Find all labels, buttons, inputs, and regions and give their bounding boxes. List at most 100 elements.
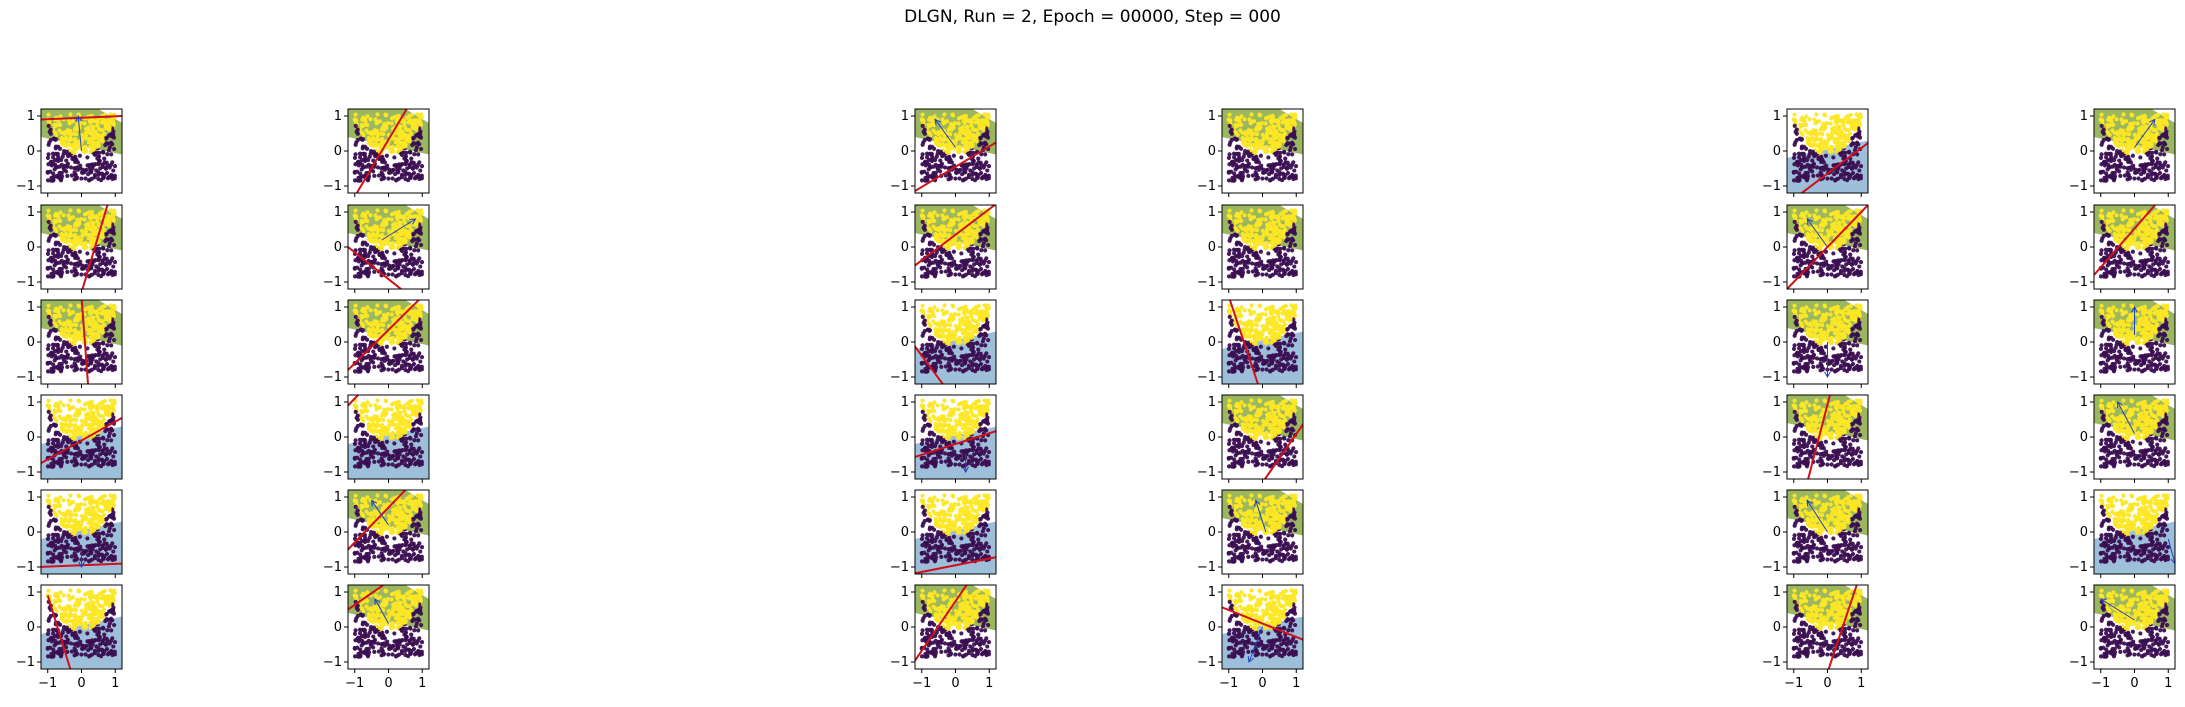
- point-class0: [92, 458, 98, 463]
- point-class0: [376, 459, 381, 464]
- point-class1: [60, 518, 65, 523]
- point-class1: [95, 409, 100, 414]
- point-class1: [58, 503, 63, 509]
- point-class0: [108, 140, 114, 145]
- point-class1: [379, 508, 384, 513]
- point-class0: [369, 358, 374, 363]
- point-class1: [393, 426, 398, 431]
- point-class0: [111, 454, 116, 459]
- point-class1: [70, 238, 75, 244]
- point-class0: [75, 351, 80, 356]
- boundary-line: [46, 595, 72, 669]
- point-class1: [396, 500, 401, 505]
- point-class1: [70, 142, 75, 148]
- point-class0: [358, 365, 363, 370]
- y-tick-label: −1: [323, 275, 342, 290]
- point-class0: [363, 525, 368, 530]
- point-class0: [45, 441, 51, 447]
- point-class0: [94, 168, 99, 173]
- point-class0: [395, 455, 400, 460]
- point-class1: [361, 308, 366, 313]
- point-class0: [90, 262, 95, 267]
- point-class1: [111, 500, 116, 505]
- point-class0: [372, 173, 377, 178]
- point-class0: [409, 537, 414, 542]
- point-class1: [361, 213, 366, 218]
- point-class0: [112, 176, 118, 181]
- point-class1: [377, 435, 382, 441]
- point-class1: [389, 121, 394, 126]
- y-tick-label: 1: [334, 109, 342, 124]
- point-class1: [386, 228, 391, 234]
- point-class1: [89, 500, 94, 505]
- point-class1: [87, 511, 92, 516]
- point-class1: [398, 220, 403, 225]
- y-tick-label: 1: [334, 300, 342, 315]
- point-class1: [395, 431, 400, 436]
- point-class0: [419, 146, 424, 152]
- point-class0: [112, 367, 118, 372]
- point-class1: [111, 119, 116, 124]
- panel-r5-c2: −101: [323, 489, 430, 578]
- point-class0: [107, 336, 112, 341]
- point-class0: [108, 258, 114, 263]
- point-class1: [354, 117, 359, 123]
- y-tick-label: −1: [323, 370, 342, 385]
- point-class0: [405, 262, 410, 267]
- point-class1: [396, 304, 401, 309]
- point-class1: [95, 504, 100, 509]
- point-class1: [398, 410, 403, 415]
- point-class0: [46, 343, 51, 348]
- point-class1: [74, 418, 79, 423]
- point-class0: [83, 652, 88, 657]
- point-class0: [89, 652, 95, 657]
- point-class1: [99, 421, 104, 427]
- point-class0: [395, 550, 400, 555]
- point-class1: [67, 597, 72, 602]
- point-class1: [89, 209, 94, 214]
- point-class1: [403, 132, 408, 137]
- point-class0: [416, 628, 421, 633]
- point-class0: [371, 634, 376, 639]
- point-class0: [73, 173, 78, 178]
- point-class0: [46, 123, 51, 128]
- point-class0: [75, 451, 80, 456]
- point-class1: [80, 422, 85, 428]
- point-class0: [403, 440, 408, 445]
- point-class1: [391, 401, 397, 406]
- point-class0: [53, 258, 58, 263]
- point-class0: [352, 266, 357, 271]
- point-class0: [96, 158, 102, 163]
- point-class1: [88, 526, 93, 531]
- point-class0: [80, 170, 85, 175]
- point-class0: [102, 541, 107, 546]
- point-class0: [51, 267, 56, 272]
- point-class1: [91, 220, 96, 225]
- point-class0: [390, 272, 395, 277]
- point-class0: [49, 178, 54, 183]
- point-class1: [418, 405, 423, 410]
- point-class0: [55, 437, 60, 442]
- point-class1: [389, 340, 394, 346]
- point-class0: [50, 346, 56, 351]
- point-class1: [409, 417, 414, 422]
- point-class1: [66, 403, 71, 408]
- point-class0: [360, 162, 365, 167]
- point-class1: [83, 511, 89, 516]
- point-class1: [111, 405, 116, 410]
- point-class0: [419, 432, 424, 438]
- point-class0: [112, 450, 118, 455]
- point-class0: [53, 448, 58, 453]
- point-class1: [384, 430, 390, 436]
- point-class1: [365, 210, 370, 215]
- point-class1: [66, 233, 71, 238]
- point-class1: [67, 407, 72, 412]
- point-class0: [112, 652, 118, 657]
- point-class0: [66, 343, 71, 348]
- point-class0: [407, 149, 413, 154]
- point-class0: [403, 448, 408, 453]
- point-class0: [355, 512, 360, 517]
- y-tick-label: −1: [16, 465, 35, 480]
- point-class0: [98, 642, 103, 647]
- point-class0: [77, 153, 82, 158]
